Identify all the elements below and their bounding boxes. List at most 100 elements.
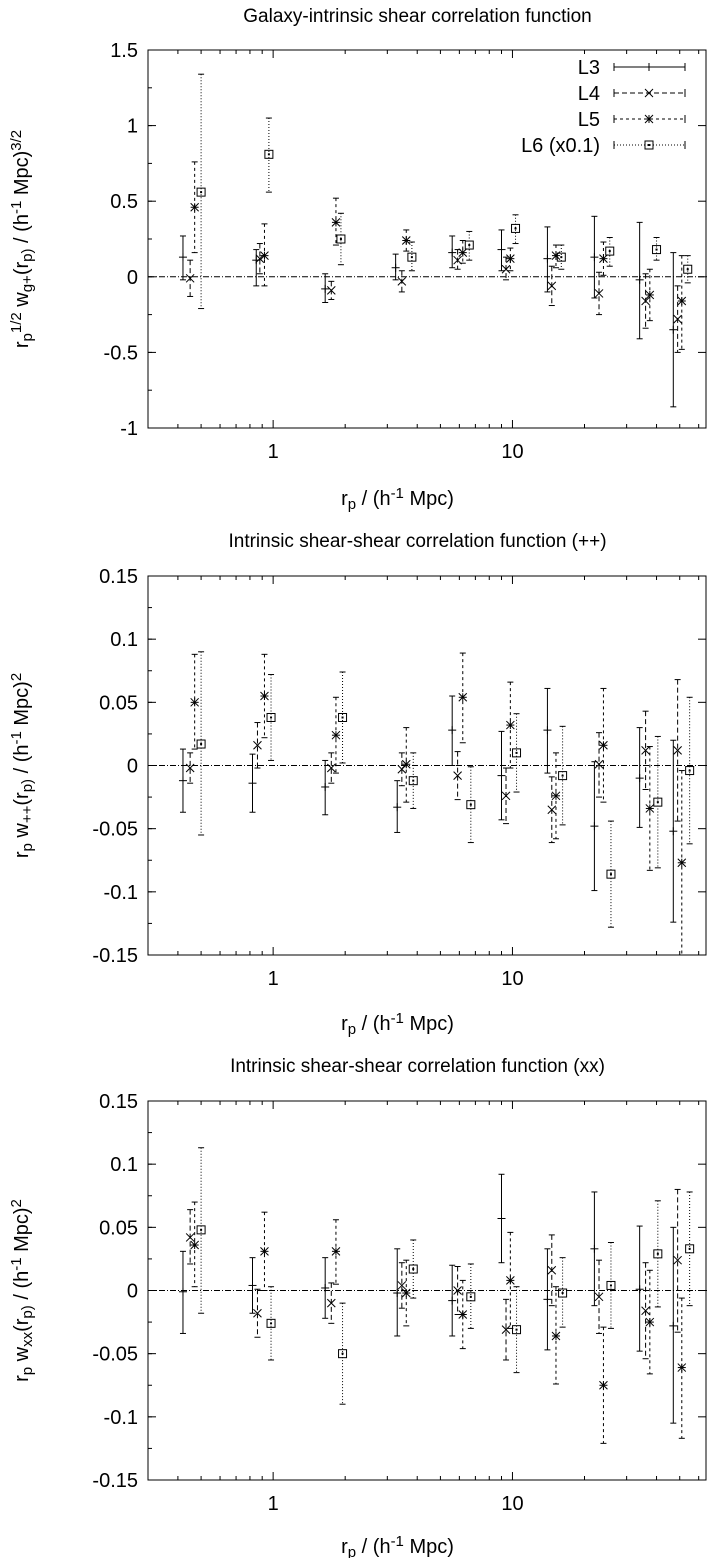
data-point	[605, 236, 615, 267]
data-point	[635, 221, 644, 340]
data-point	[178, 1250, 187, 1334]
data-point	[594, 1259, 604, 1334]
data-point	[551, 244, 561, 269]
data-point	[511, 214, 521, 245]
data-point	[653, 1200, 663, 1308]
x-axis-ticks: 1 10	[147, 576, 700, 990]
x-tick-label: 10	[501, 968, 523, 990]
data-point	[331, 197, 341, 246]
data-point	[497, 730, 506, 821]
x-axis-ticks: 1 10	[147, 1101, 700, 1515]
y-tick-label: -0.1	[104, 882, 138, 904]
data-point	[336, 212, 346, 266]
legend: L3 L4 L5 L6 (x0.1)	[521, 57, 686, 157]
data-point	[248, 753, 257, 813]
data-point	[590, 215, 599, 299]
series-l4	[185, 1188, 682, 1361]
x-axis-label: rp / (h-1 Mpc)	[341, 1533, 454, 1558]
data-point	[501, 256, 511, 281]
data-point	[190, 1201, 200, 1288]
series-l5	[190, 652, 687, 956]
series-l3	[178, 687, 678, 923]
data-point	[326, 752, 336, 784]
data-point	[506, 1231, 515, 1329]
legend-label: L4	[578, 83, 600, 105]
y-tick-label: 0	[127, 267, 138, 289]
series-l4	[185, 679, 682, 844]
y-tick-label: 0.15	[99, 566, 138, 588]
data-point	[547, 1234, 557, 1307]
data-point	[196, 73, 206, 310]
data-point	[393, 1248, 402, 1337]
data-point	[448, 235, 457, 269]
y-axis-ticks: 0.15 0.1 0.05 0 -0.05 -0.1 -0.15	[92, 566, 706, 967]
legend-item: L5	[578, 109, 686, 131]
data-point	[260, 223, 269, 287]
data-point	[677, 1297, 687, 1439]
data-point	[321, 273, 330, 304]
legend-item: L3	[578, 57, 686, 79]
data-point	[543, 687, 552, 774]
y-tick-label: 0	[127, 756, 138, 778]
series-l3	[178, 1173, 678, 1424]
x-tick-label: 1	[268, 968, 279, 990]
data-point	[253, 722, 262, 769]
y-tick-label: 0.1	[110, 1154, 138, 1176]
data-point	[547, 776, 557, 844]
series-l3	[178, 215, 678, 408]
data-point	[464, 230, 474, 261]
data-point	[321, 759, 330, 816]
chart-title: Intrinsic shear-shear correlation functi…	[230, 1056, 605, 1077]
x-axis-label: rp / (h-1 Mpc)	[341, 485, 454, 513]
data-point	[178, 235, 187, 281]
data-point	[506, 681, 515, 769]
data-point	[397, 1262, 407, 1309]
data-point	[255, 243, 265, 275]
y-axis-ticks: 1.5 1 0.5 0 -0.5 -1	[104, 40, 706, 440]
data-point	[551, 1286, 561, 1385]
legend-item: L6 (x0.1)	[521, 135, 686, 157]
x-tick-label: 1	[268, 441, 279, 463]
data-point	[185, 1209, 195, 1265]
y-axis-label: rp1/2 wg+(rp) / (h-1 Mpc)3/2	[8, 130, 36, 348]
data-point	[393, 780, 402, 833]
y-axis-ticks: 0.15 0.1 0.05 0 -0.05 -0.1 -0.15	[92, 1091, 706, 1492]
data-point	[543, 226, 552, 293]
data-point	[185, 752, 195, 784]
data-point	[590, 761, 599, 892]
chart-panel-1: Galaxy-intrinsic shear correlation funct…	[8, 6, 707, 513]
data-point	[401, 727, 411, 803]
data-point	[506, 247, 515, 272]
data-point	[408, 752, 418, 809]
chart-title: Galaxy-intrinsic shear correlation funct…	[243, 6, 592, 27]
data-point	[453, 1265, 462, 1316]
x-axis-label: rp / (h-1 Mpc)	[341, 1010, 454, 1038]
data-point	[266, 674, 276, 761]
data-point	[338, 1302, 348, 1405]
data-point	[448, 1264, 457, 1337]
y-tick-label: -0.15	[92, 945, 138, 967]
data-point	[641, 710, 650, 791]
data-point	[606, 1241, 616, 1329]
data-point	[190, 653, 200, 750]
data-point	[408, 1239, 418, 1299]
data-point	[196, 1147, 206, 1314]
data-point	[594, 732, 604, 798]
data-point	[558, 725, 568, 826]
y-tick-label: -0.05	[92, 819, 138, 841]
series-l6-x0-1-	[196, 1147, 695, 1405]
data-point	[458, 240, 468, 264]
data-point	[466, 766, 476, 844]
chart-panel-3: Intrinsic shear-shear correlation functi…	[8, 1056, 707, 1558]
data-point	[673, 285, 682, 353]
data-point	[683, 255, 693, 284]
data-point	[594, 271, 604, 316]
data-point	[448, 695, 457, 766]
data-point	[260, 653, 269, 739]
data-point	[599, 241, 608, 276]
data-point	[331, 1219, 341, 1285]
data-point	[266, 1286, 276, 1361]
data-point	[331, 696, 341, 774]
data-point	[453, 751, 462, 801]
data-point	[547, 265, 557, 307]
